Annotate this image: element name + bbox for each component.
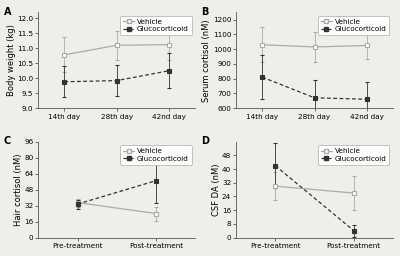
Text: C: C	[4, 136, 11, 146]
Legend: Vehicle, Glucocorticoid: Vehicle, Glucocorticoid	[318, 145, 390, 165]
Text: B: B	[202, 7, 209, 17]
Y-axis label: Hair cortisol (nM): Hair cortisol (nM)	[14, 153, 23, 226]
Legend: Vehicle, Glucocorticoid: Vehicle, Glucocorticoid	[120, 16, 192, 35]
Y-axis label: Body weight (kg): Body weight (kg)	[7, 24, 16, 96]
Legend: Vehicle, Glucocorticoid: Vehicle, Glucocorticoid	[120, 145, 192, 165]
Y-axis label: Serum cortisol (nM): Serum cortisol (nM)	[202, 19, 211, 102]
Legend: Vehicle, Glucocorticoid: Vehicle, Glucocorticoid	[318, 16, 390, 35]
Text: D: D	[202, 136, 210, 146]
Text: A: A	[4, 7, 11, 17]
Y-axis label: CSF DA (nM): CSF DA (nM)	[212, 163, 220, 216]
